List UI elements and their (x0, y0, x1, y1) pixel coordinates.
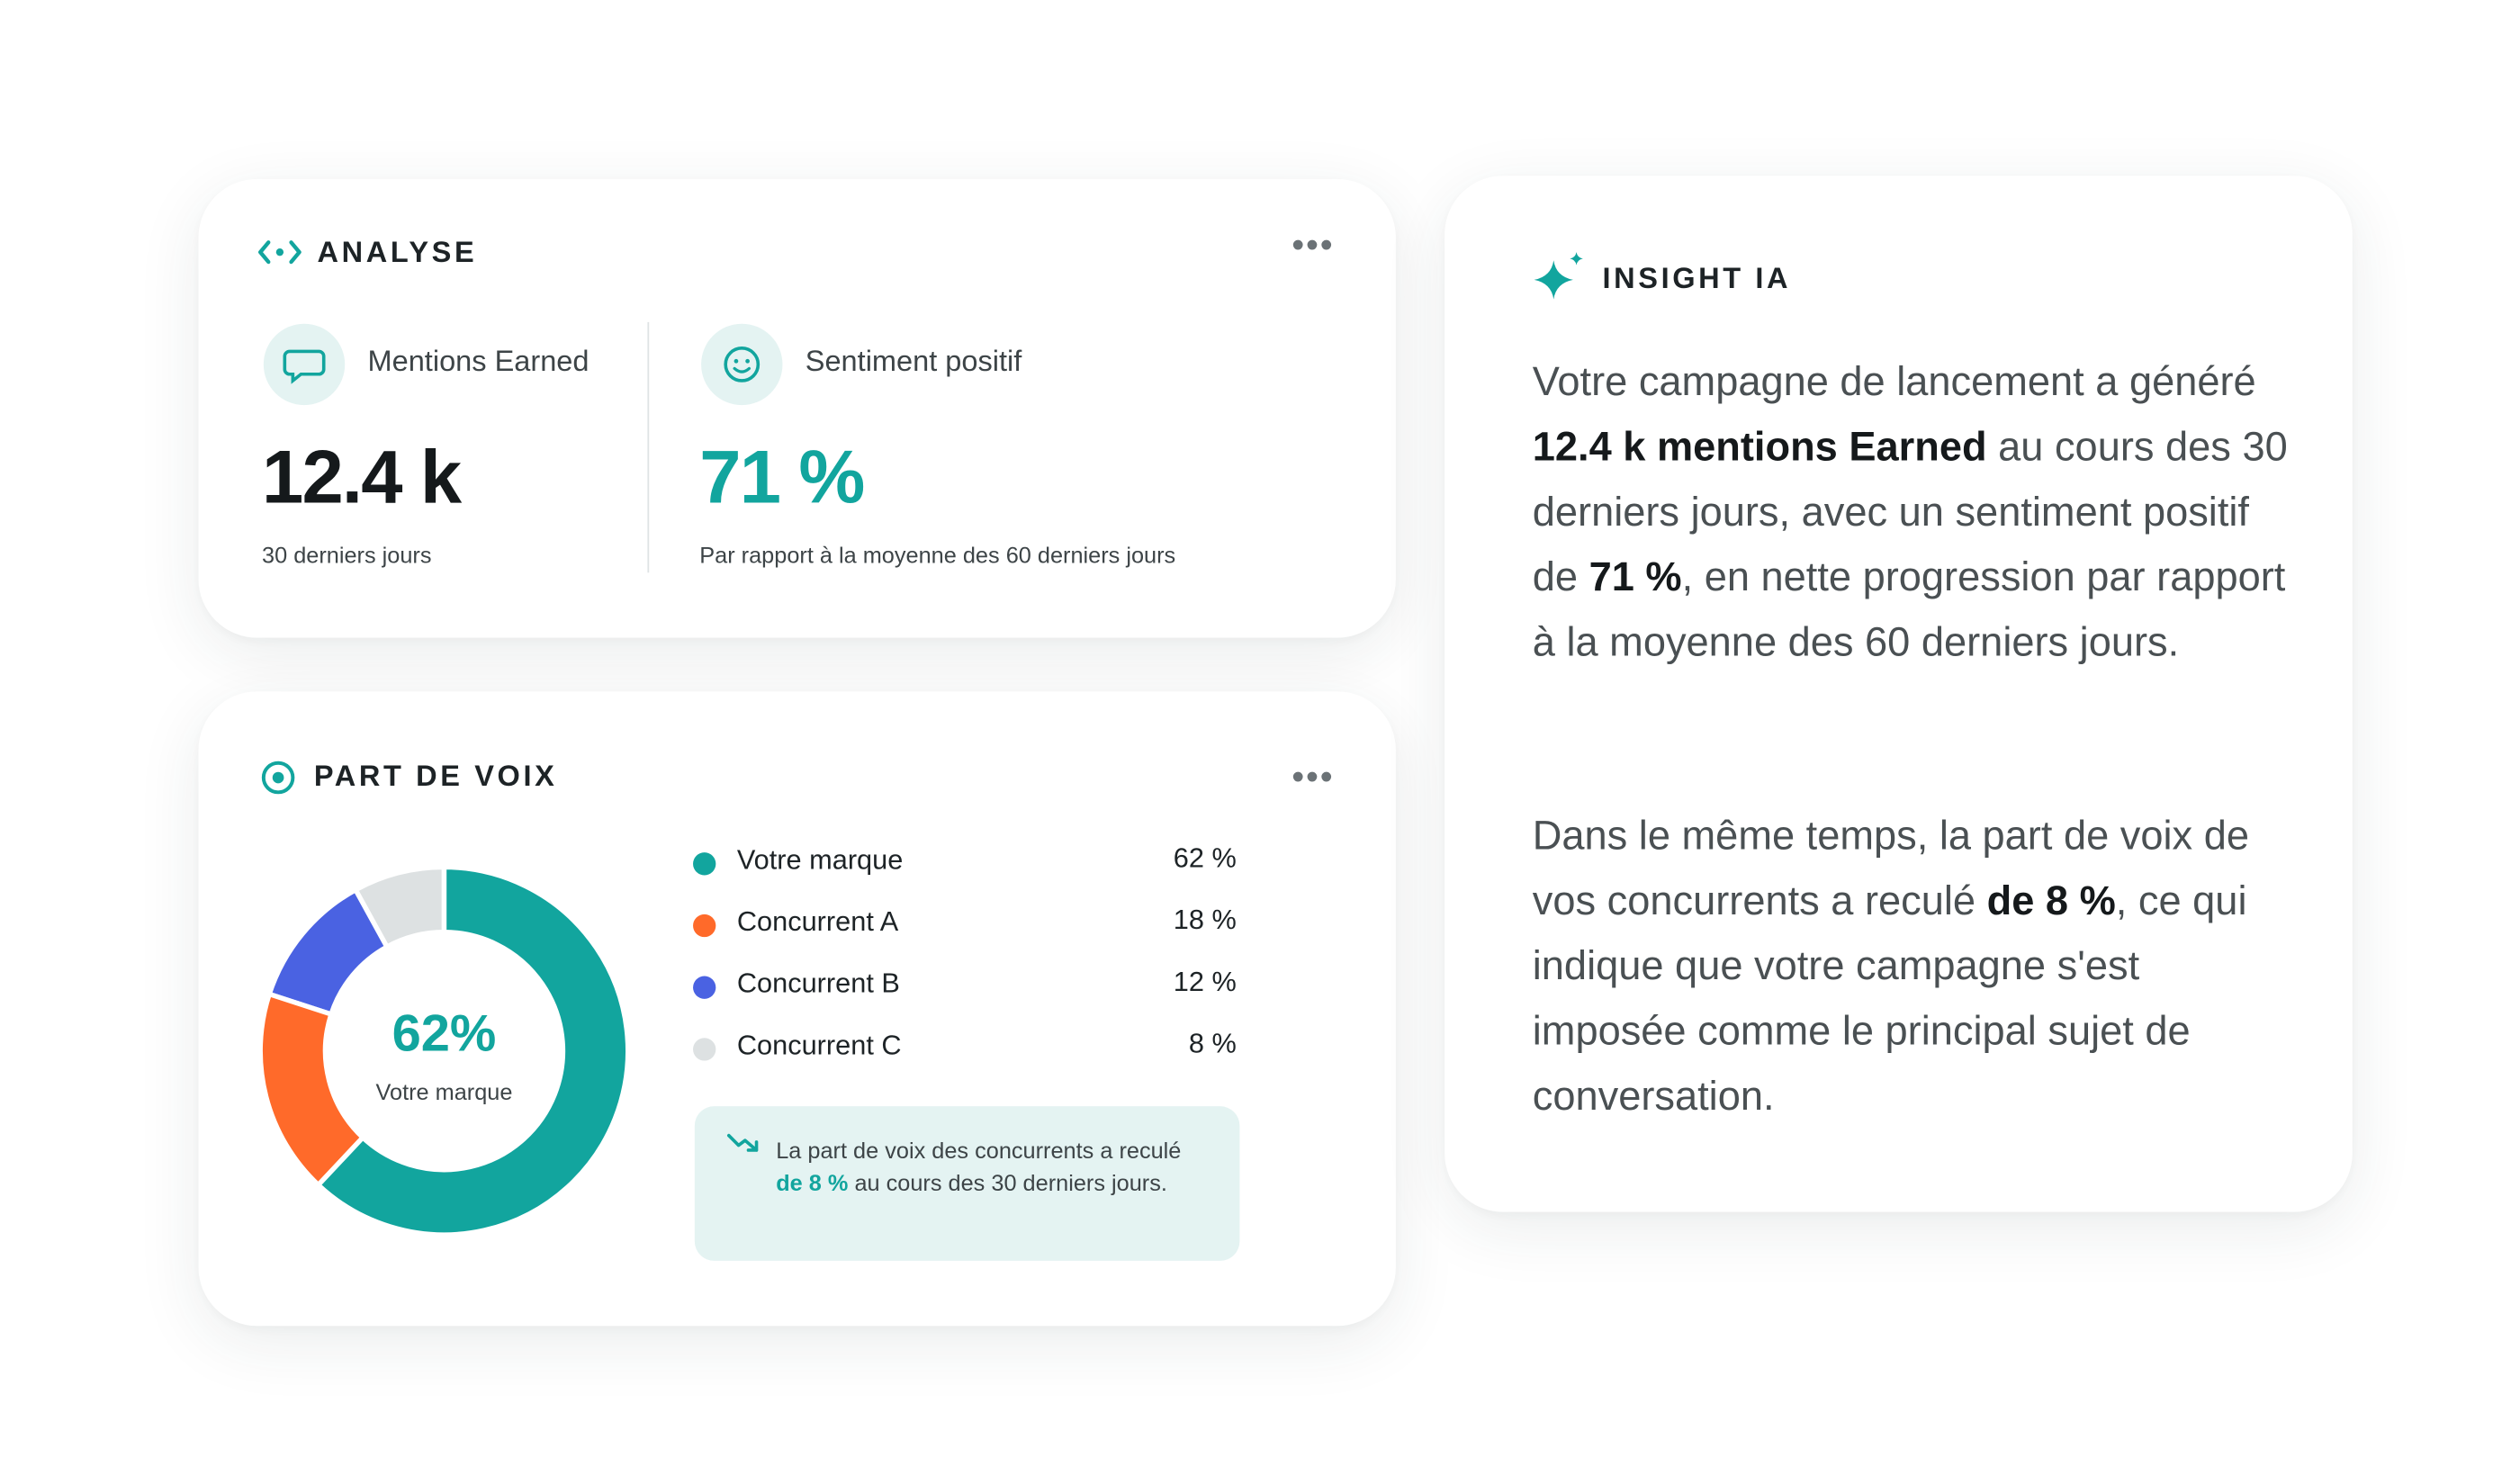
text-segment: au cours des 30 derniers jours. (848, 1169, 1167, 1196)
legend-dot (693, 1038, 716, 1061)
text-segment: au cours des 30 derniers jours, avec un … (1532, 424, 2288, 601)
highlight-text: 12.4 k mentions Earned (1532, 424, 1987, 471)
text-segment: Votre campagne de lancement a généré (1532, 359, 2256, 406)
note-text: La part de voix des concurrents a reculé… (776, 1134, 1183, 1199)
insight-title: INSIGHT IA (1602, 262, 1792, 295)
chart-title: PART DE VOIX (313, 760, 558, 793)
more-button[interactable]: ••• (1292, 756, 1335, 797)
donut-center-label: Votre marque (376, 1080, 513, 1105)
donut-segment (314, 864, 631, 1238)
analyse-icon (258, 240, 302, 265)
target-icon (261, 760, 295, 795)
legend-value: 18 % (1173, 904, 1237, 936)
insight-paragraph: Dans le même temps, la part de voix de v… (1533, 804, 2298, 1130)
sparkle-icon (1534, 252, 1583, 300)
legend-dot (693, 976, 716, 999)
more-button[interactable]: ••• (1292, 224, 1335, 266)
donut-segment (266, 886, 391, 1018)
text-segment: , en nette progression par rapport à la … (1532, 554, 2286, 666)
analyse-title: ANALYSE (317, 236, 478, 269)
note-box: La part de voix des concurrents a reculé… (694, 1106, 1240, 1261)
legend-value: 8 % (1188, 1028, 1237, 1059)
donut-chart: 62% Votre marque (257, 864, 631, 1238)
metric-caption: Par rapport à la moyenne des 60 derniers… (699, 541, 1176, 568)
divider (647, 321, 650, 573)
legend-label: Concurrent C (736, 1030, 902, 1061)
legend-label: Votre marque (736, 844, 904, 876)
share-of-voice-card: PART DE VOIX ••• 62% Votre marque Votre … (198, 691, 1396, 1327)
legend-dot (693, 852, 716, 876)
legend-dot (693, 914, 716, 938)
sentiment-icon (701, 323, 783, 406)
insight-card: INSIGHT IA Votre campagne de lancement a… (1444, 176, 2353, 1212)
text-segment: , ce qui indique que votre campagne s'es… (1532, 878, 2247, 1120)
metric-value: 12.4 k (262, 434, 462, 519)
analyse-card: ANALYSE ••• Mentions Earned 12.4 k 30 de… (198, 178, 1396, 638)
donut-center-value: 62% (392, 1005, 497, 1063)
mentions-icon (263, 323, 346, 406)
highlight-text: de 8 % (776, 1169, 849, 1196)
highlight-text: de 8 % (1986, 878, 2116, 924)
metric-caption: 30 derniers jours (262, 541, 432, 568)
legend-label: Concurrent A (736, 905, 899, 938)
insight-paragraph: Votre campagne de lancement a généré 12.… (1533, 350, 2298, 676)
legend-value: 12 % (1173, 966, 1237, 998)
text-segment: Dans le même temps, la part de voix de v… (1532, 813, 2249, 924)
donut-segment (257, 991, 366, 1189)
metric-value: 71 % (699, 434, 865, 519)
legend-value: 62 % (1173, 842, 1237, 874)
highlight-text: 71 % (1588, 554, 1682, 601)
trend-down-icon (726, 1133, 759, 1152)
text-segment: La part de voix des concurrents a reculé (776, 1137, 1182, 1164)
metric-label: Sentiment positif (805, 345, 1022, 378)
legend-label: Concurrent B (736, 968, 900, 999)
metric-label: Mentions Earned (367, 345, 590, 378)
